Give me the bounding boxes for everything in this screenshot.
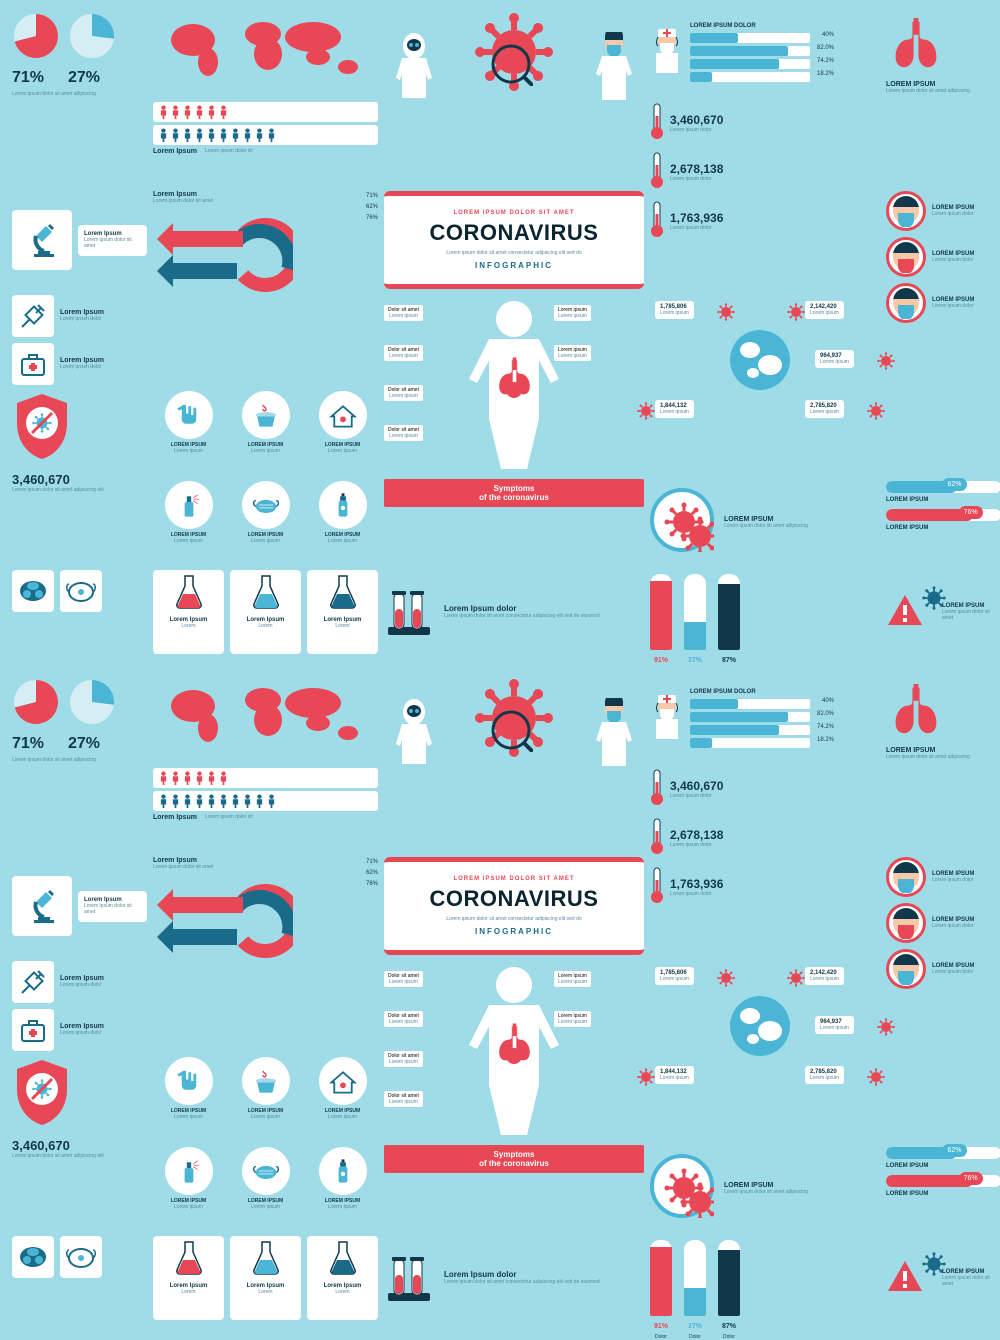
petri-dish-icon bbox=[650, 488, 714, 557]
progress-0: 62% bbox=[886, 1147, 1000, 1159]
pie-2: 27% bbox=[68, 678, 116, 753]
sanitize-icon bbox=[319, 1147, 367, 1195]
symptom-0-icon bbox=[886, 191, 926, 231]
globe-stats: 1,785,806Lorem ipsum2,142,420Lorem ipsum… bbox=[650, 295, 880, 425]
vertical-bars: 91%Dolor37%Dolor87%Dolor bbox=[650, 1236, 880, 1316]
home-icon bbox=[319, 1057, 367, 1105]
n95-icon bbox=[60, 1236, 102, 1278]
hbar-3: 18.2% bbox=[690, 72, 810, 82]
hero-illustration bbox=[384, 12, 644, 185]
thermometer-icon bbox=[650, 768, 664, 811]
mask-icon bbox=[242, 481, 290, 529]
hbar-2: 74.2% bbox=[690, 725, 810, 735]
test-tubes bbox=[384, 1253, 434, 1303]
shield-icon bbox=[12, 1057, 147, 1132]
spray-icon bbox=[165, 481, 213, 529]
body-diagram: Dolor sit ametLorem ipsumDolor sit ametL… bbox=[384, 295, 644, 564]
globe-stats: 1,785,806Lorem ipsum2,142,420Lorem ipsum… bbox=[650, 961, 880, 1091]
title-card: LOREM IPSUM DOLOR SIT AMET CORONAVIRUS L… bbox=[384, 857, 644, 955]
thermometer-icon bbox=[650, 200, 664, 243]
people-row-1 bbox=[153, 102, 378, 122]
kit-icon bbox=[12, 1009, 54, 1051]
lungs-icon bbox=[886, 12, 1000, 77]
body-diagram: Dolor sit ametLorem ipsumDolor sit ametL… bbox=[384, 961, 644, 1230]
gloves-icon bbox=[165, 1057, 213, 1105]
hbar-2: 74.2% bbox=[690, 59, 810, 69]
symptom-1-icon bbox=[886, 237, 926, 277]
symptom-1-icon bbox=[886, 903, 926, 943]
vertical-bars: 91%Dolor37%Dolor87%Dolor bbox=[650, 570, 880, 650]
mask-icon bbox=[242, 1147, 290, 1195]
flow-arrow-chart bbox=[153, 205, 293, 305]
warning-icon bbox=[886, 593, 924, 632]
world-map bbox=[153, 678, 378, 762]
syringe-icon bbox=[12, 961, 54, 1003]
symptom-2-icon bbox=[886, 949, 926, 989]
wash-icon bbox=[242, 391, 290, 439]
thermometer-icon bbox=[650, 151, 664, 194]
microscope-icon bbox=[12, 876, 72, 936]
respirator-icon bbox=[12, 1236, 54, 1278]
flow-arrow-chart bbox=[153, 871, 293, 971]
symptom-2-icon bbox=[886, 283, 926, 323]
pie-1: 71% bbox=[12, 678, 60, 753]
pie-2: 27% bbox=[68, 12, 116, 87]
virus-small-icon bbox=[922, 1252, 946, 1281]
respirator-icon bbox=[12, 570, 54, 612]
hbar-0: 40% bbox=[690, 33, 810, 43]
nurse-icon bbox=[650, 695, 684, 744]
petri-dish-icon bbox=[650, 1154, 714, 1223]
thermometer-icon bbox=[650, 817, 664, 860]
people-row-2 bbox=[153, 125, 378, 145]
progress-0: 62% bbox=[886, 481, 1000, 493]
hbar-0: 40% bbox=[690, 699, 810, 709]
hero-illustration bbox=[384, 678, 644, 851]
test-tubes bbox=[384, 587, 434, 637]
prevention-grid: LOREM IPSUMLorem ipsumLOREM IPSUMLorem i… bbox=[153, 391, 378, 564]
shield-icon bbox=[12, 391, 147, 466]
prevention-grid: LOREM IPSUMLorem ipsumLOREM IPSUMLorem i… bbox=[153, 1057, 378, 1230]
people-row-1 bbox=[153, 768, 378, 788]
n95-icon bbox=[60, 570, 102, 612]
hbar-3: 18.2% bbox=[690, 738, 810, 748]
pie-1: 71% bbox=[12, 12, 60, 87]
gloves-icon bbox=[165, 391, 213, 439]
microscope-icon bbox=[12, 210, 72, 270]
hbar-1: 82.0% bbox=[690, 712, 810, 722]
wash-icon bbox=[242, 1057, 290, 1105]
progress-1: 76% bbox=[886, 509, 1000, 521]
syringe-icon bbox=[12, 295, 54, 337]
warning-icon bbox=[886, 1259, 924, 1298]
thermometer-icon bbox=[650, 866, 664, 909]
virus-small-icon bbox=[922, 586, 946, 615]
home-icon bbox=[319, 391, 367, 439]
symptom-0-icon bbox=[886, 857, 926, 897]
progress-1: 76% bbox=[886, 1175, 1000, 1187]
people-row-2 bbox=[153, 791, 378, 811]
thermometer-icon bbox=[650, 102, 664, 145]
spray-icon bbox=[165, 1147, 213, 1195]
title-card: LOREM IPSUM DOLOR SIT AMET CORONAVIRUS L… bbox=[384, 191, 644, 289]
sanitize-icon bbox=[319, 481, 367, 529]
hbar-1: 82.0% bbox=[690, 46, 810, 56]
kit-icon bbox=[12, 343, 54, 385]
nurse-icon bbox=[650, 29, 684, 78]
flask-row: Lorem IpsumLoremLorem IpsumLoremLorem Ip… bbox=[153, 1236, 378, 1320]
world-map bbox=[153, 12, 378, 96]
flask-row: Lorem IpsumLoremLorem IpsumLoremLorem Ip… bbox=[153, 570, 378, 654]
lungs-icon bbox=[886, 678, 1000, 743]
